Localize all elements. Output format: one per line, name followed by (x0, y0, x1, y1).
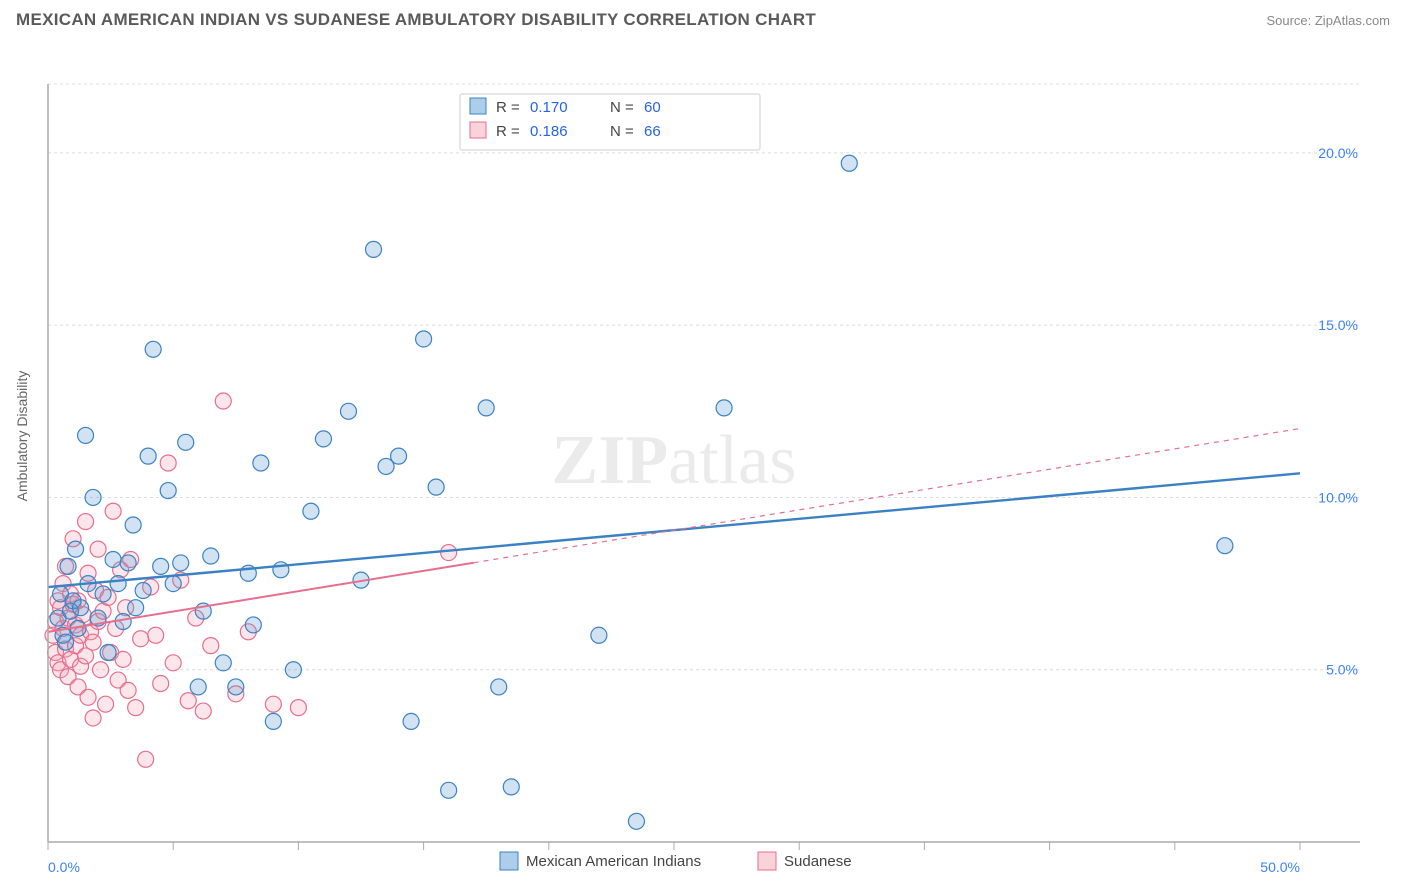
data-point (428, 479, 444, 495)
data-point (265, 696, 281, 712)
data-point (78, 514, 94, 530)
stats-r-value: 0.186 (530, 123, 568, 140)
legend-swatch (470, 98, 486, 114)
data-point (135, 582, 151, 598)
data-point (153, 676, 169, 692)
data-point (265, 713, 281, 729)
data-point (73, 600, 89, 616)
data-point (841, 155, 857, 171)
data-point (441, 545, 457, 561)
x-tick-label: 0.0% (48, 859, 80, 875)
chart-area: Ambulatory Disability ZIPatlas 0.0% 50.0% 5… (0, 36, 1406, 882)
data-point (160, 455, 176, 471)
data-point (85, 634, 101, 650)
data-point (68, 541, 84, 557)
data-point (148, 627, 164, 643)
stats-n-value: 60 (644, 99, 661, 116)
data-point (90, 541, 106, 557)
stats-n-label: N = (610, 123, 634, 140)
stats-box: R = 0.170 N = 60 R = 0.186 N = 66 (460, 94, 760, 150)
y-tick-label: 20.0% (1318, 145, 1358, 161)
data-point (591, 627, 607, 643)
data-point (95, 586, 111, 602)
data-point (290, 700, 306, 716)
data-point (195, 703, 211, 719)
y-tick-label: 5.0% (1326, 662, 1358, 678)
stats-r-label: R = (496, 123, 520, 140)
legend-swatch (500, 852, 518, 870)
data-point (203, 638, 219, 654)
data-point (133, 631, 149, 647)
data-point (180, 693, 196, 709)
data-point (128, 700, 144, 716)
data-point (491, 679, 507, 695)
watermark: ZIPatlas (552, 422, 797, 499)
y-tick-label: 15.0% (1318, 317, 1358, 333)
data-point (173, 555, 189, 571)
stats-n-label: N = (610, 99, 634, 116)
stats-r-label: R = (496, 99, 520, 116)
data-point (366, 241, 382, 257)
data-point (78, 427, 94, 443)
data-point (478, 400, 494, 416)
data-point (153, 558, 169, 574)
data-point (60, 558, 76, 574)
data-point (315, 431, 331, 447)
data-point (145, 341, 161, 357)
x-tick-label: 50.0% (1260, 859, 1300, 875)
data-point (85, 489, 101, 505)
data-point (115, 651, 131, 667)
data-point (1217, 538, 1233, 554)
data-point (125, 517, 141, 533)
data-point (503, 779, 519, 795)
data-point (85, 710, 101, 726)
data-point (120, 555, 136, 571)
data-point (100, 645, 116, 661)
data-point (628, 813, 644, 829)
data-point (285, 662, 301, 678)
data-point (416, 331, 432, 347)
data-point (93, 662, 109, 678)
data-point (253, 455, 269, 471)
data-point (441, 782, 457, 798)
data-point (58, 634, 74, 650)
data-point (110, 576, 126, 592)
data-point (165, 576, 181, 592)
data-point (120, 682, 136, 698)
source-label: Source: ZipAtlas.com (1266, 13, 1390, 28)
stats-r-value: 0.170 (530, 99, 568, 116)
data-point (178, 434, 194, 450)
data-point (203, 548, 219, 564)
data-point (80, 689, 96, 705)
data-point (215, 655, 231, 671)
legend-label: Sudanese (784, 853, 852, 870)
data-point (140, 448, 156, 464)
chart-title: MEXICAN AMERICAN INDIAN VS SUDANESE AMBU… (16, 10, 816, 30)
legend-swatch (758, 852, 776, 870)
data-point (228, 679, 244, 695)
title-bar: MEXICAN AMERICAN INDIAN VS SUDANESE AMBU… (0, 0, 1406, 36)
data-point (160, 483, 176, 499)
data-point (391, 448, 407, 464)
scatter-chart: ZIPatlas 0.0% 50.0% 5.0% 10.0% 15.0% 20.0% R = 0… (0, 36, 1406, 882)
data-point (165, 655, 181, 671)
data-point (215, 393, 231, 409)
data-point (303, 503, 319, 519)
data-point (105, 503, 121, 519)
data-point (716, 400, 732, 416)
y-tick-label: 10.0% (1318, 489, 1358, 505)
y-axis-label: Ambulatory Disability (14, 371, 30, 502)
stats-n-value: 66 (644, 123, 661, 140)
data-point (245, 617, 261, 633)
data-point (190, 679, 206, 695)
data-point (105, 551, 121, 567)
data-point (340, 403, 356, 419)
data-point (403, 713, 419, 729)
legend-swatch (470, 122, 486, 138)
legend-label: Mexican American Indians (526, 853, 701, 870)
data-point (128, 600, 144, 616)
data-point (98, 696, 114, 712)
data-point (138, 751, 154, 767)
